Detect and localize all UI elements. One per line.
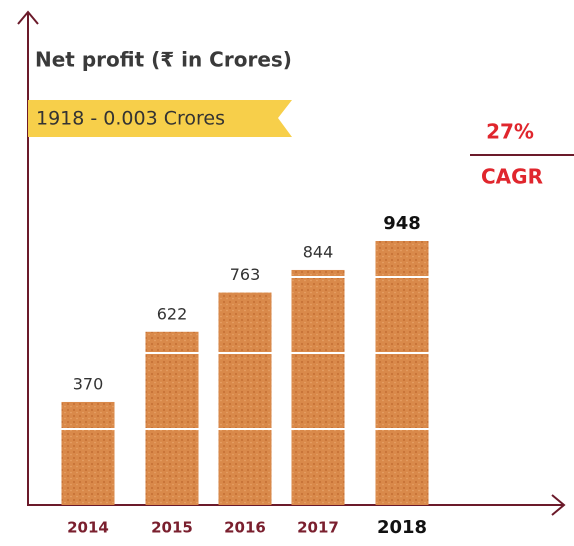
x-tick-label: 2014 (67, 519, 109, 537)
x-tick-label: 2016 (224, 519, 266, 537)
x-tick-label: 2018 (377, 517, 427, 538)
value-label: 948 (383, 213, 421, 234)
value-label: 844 (303, 242, 334, 261)
bar (292, 270, 345, 505)
value-label: 763 (230, 265, 261, 284)
cagr-value: 27% (486, 120, 534, 144)
value-label: 622 (157, 304, 188, 323)
bar (376, 241, 429, 505)
x-tick-label: 2015 (151, 519, 193, 537)
bar (62, 402, 115, 505)
annotation: 1918 - 0.003 Crores (36, 108, 225, 130)
bar (219, 293, 272, 505)
value-label: 370 (73, 374, 104, 393)
x-tick-label: 2017 (297, 519, 339, 537)
bar (146, 332, 199, 505)
cagr-label: CAGR (481, 165, 543, 189)
chart-title: Net profit (₹ in Crores) (35, 48, 292, 72)
chart: Net profit (₹ in Crores) 1918 - 0.003 Cr… (0, 0, 574, 546)
